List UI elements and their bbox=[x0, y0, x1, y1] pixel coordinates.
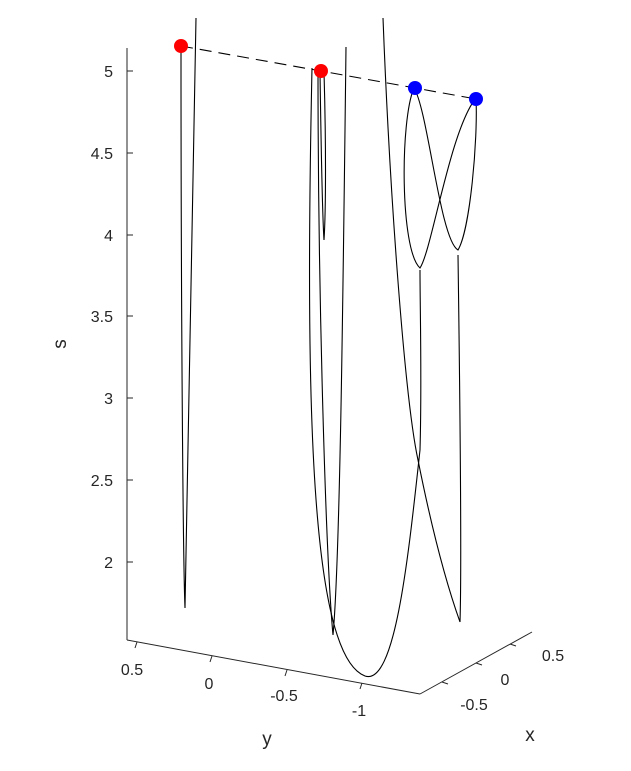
z-tick-label: 3.5 bbox=[91, 309, 113, 326]
x-axis-label: x bbox=[525, 725, 535, 746]
x-tick-mark bbox=[441, 681, 449, 685]
marker-blue-2 bbox=[469, 92, 483, 106]
curve-middle-inner bbox=[319, 71, 327, 241]
y-tick-mark bbox=[359, 682, 363, 690]
y-tick-label: 0.5 bbox=[121, 662, 143, 679]
z-axis-label: s bbox=[50, 339, 71, 349]
z-tick-label: 2 bbox=[104, 555, 113, 572]
z-ticks: 5 4.5 4 3.5 3 2.5 2 bbox=[91, 64, 133, 572]
x-tick-label: 0.5 bbox=[542, 648, 564, 665]
x-tick-mark bbox=[475, 662, 483, 666]
z-tick-label: 4 bbox=[104, 228, 113, 245]
marker-red-2 bbox=[314, 64, 328, 78]
x-tick-mark bbox=[509, 643, 517, 647]
endpoint-connector bbox=[180, 45, 477, 100]
y-axis-line bbox=[126, 639, 421, 695]
y-tick-label: -1 bbox=[352, 703, 366, 720]
y-axis-label: y bbox=[262, 729, 272, 750]
z-tick-label: 2.5 bbox=[91, 473, 113, 490]
curve-long-diagonal bbox=[382, 17, 462, 623]
z-tick-label: 5 bbox=[104, 64, 113, 81]
y-tick-mark bbox=[209, 655, 213, 663]
curve-middle bbox=[317, 46, 347, 636]
y-tick-label: -0.5 bbox=[270, 688, 298, 705]
z-tick-label: 3 bbox=[104, 391, 113, 408]
curve-left bbox=[180, 17, 197, 609]
y-tick-label: 0 bbox=[205, 676, 214, 693]
marker-red-1 bbox=[174, 39, 188, 53]
y-ticks: 0.5 0 -0.5 -1 bbox=[121, 641, 366, 720]
z-tick-label: 4.5 bbox=[91, 146, 113, 163]
curve-wide-loop bbox=[308, 67, 422, 677]
curve-blue-loop-2 bbox=[413, 87, 477, 251]
x-ticks: -0.5 0 0.5 bbox=[441, 643, 564, 714]
marker-blue-1 bbox=[408, 81, 422, 95]
curve-blue-loop-1 bbox=[403, 87, 477, 269]
x-tick-label: 0 bbox=[501, 672, 510, 689]
x-tick-label: -0.5 bbox=[460, 697, 488, 714]
y-tick-mark bbox=[284, 669, 288, 677]
y-tick-mark bbox=[134, 641, 138, 649]
